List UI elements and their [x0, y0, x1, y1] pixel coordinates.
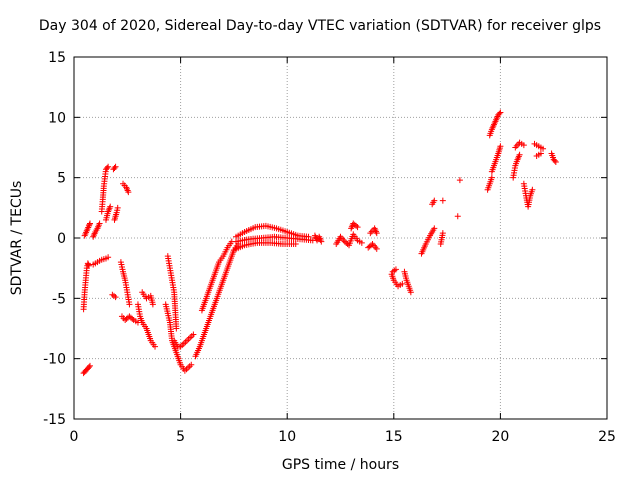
- y-tick-label: -10: [43, 352, 66, 368]
- data-point: [552, 158, 559, 165]
- data-point: [537, 150, 544, 157]
- x-axis-label: GPS time / hours: [281, 457, 400, 473]
- data-point: [86, 220, 93, 227]
- data-point: [497, 143, 504, 150]
- data-point: [85, 364, 92, 371]
- y-tick-label: -15: [43, 412, 66, 428]
- data-point: [431, 197, 438, 204]
- data-point: [185, 336, 192, 343]
- data-point: [529, 186, 536, 193]
- data-point: [188, 361, 195, 368]
- data-point: [173, 325, 180, 332]
- data-point: [292, 241, 299, 248]
- data-point: [516, 151, 523, 158]
- data-point: [107, 203, 114, 210]
- data-point: [96, 220, 103, 227]
- data-point: [179, 342, 186, 349]
- data-point: [399, 280, 406, 287]
- data-point: [182, 339, 189, 346]
- data-point: [129, 315, 136, 322]
- data-point: [111, 165, 118, 172]
- data-point: [439, 197, 446, 204]
- data-point: [407, 289, 414, 296]
- data-point: [185, 364, 192, 371]
- data-point: [183, 337, 190, 344]
- data-point: [149, 301, 156, 308]
- data-point: [318, 238, 325, 245]
- data-point: [431, 225, 438, 232]
- data-point: [439, 230, 446, 237]
- data-point: [85, 262, 92, 269]
- data-point: [180, 340, 187, 347]
- data-point: [86, 221, 93, 228]
- y-tick-label: 0: [57, 231, 66, 247]
- data-point: [126, 301, 133, 308]
- data-point: [454, 213, 461, 220]
- y-tick-label: 15: [48, 50, 66, 66]
- data-point: [152, 343, 159, 350]
- data-point: [392, 266, 399, 273]
- data-point: [114, 204, 121, 211]
- data-point: [188, 333, 195, 340]
- data-point: [86, 362, 93, 369]
- data-point: [488, 174, 495, 181]
- x-tick-label: 15: [385, 429, 403, 445]
- data-point: [456, 177, 463, 184]
- data-point: [496, 110, 503, 117]
- data-point: [112, 294, 119, 301]
- data-point: [186, 363, 193, 370]
- chart-title: Day 304 of 2020, Sidereal Day-to-day VTE…: [38, 18, 602, 34]
- data-point: [551, 157, 558, 164]
- data-point: [373, 245, 380, 252]
- data-point: [105, 254, 112, 261]
- data-point: [373, 230, 380, 237]
- data-point: [187, 334, 194, 341]
- y-tick-label: 5: [57, 171, 66, 187]
- data-point: [353, 222, 360, 229]
- data-series: [80, 109, 559, 377]
- data-point: [358, 239, 365, 246]
- x-tick-label: 10: [278, 429, 296, 445]
- axis-ticks: 0 5 10 15 20 25 -15 -10 -5 0 5 10 15: [43, 50, 616, 445]
- data-point: [354, 224, 361, 231]
- data-point: [104, 165, 111, 172]
- y-tick-label: -5: [52, 291, 66, 307]
- data-point: [105, 163, 112, 170]
- data-point: [391, 267, 398, 274]
- x-tick-label: 20: [491, 429, 509, 445]
- data-point: [112, 163, 119, 170]
- data-point: [540, 145, 547, 152]
- data-point: [190, 331, 197, 338]
- x-tick-label: 5: [176, 429, 185, 445]
- y-tick-label: 10: [48, 110, 66, 126]
- data-point: [497, 109, 504, 116]
- y-axis-label: SDTVAR / TECUs: [9, 180, 25, 296]
- data-point: [520, 142, 527, 149]
- x-tick-label: 0: [70, 429, 79, 445]
- x-tick-label: 25: [598, 429, 616, 445]
- data-point: [125, 189, 132, 196]
